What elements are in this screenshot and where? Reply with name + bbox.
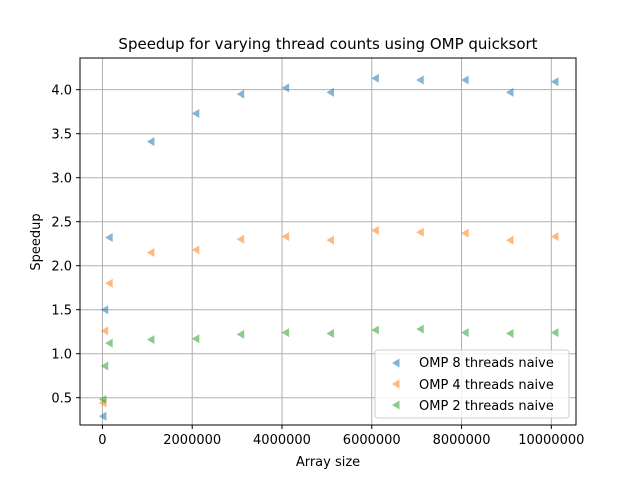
legend-marker bbox=[392, 400, 400, 410]
data-point bbox=[506, 328, 514, 338]
data-point bbox=[191, 108, 200, 118]
data-point bbox=[326, 328, 334, 338]
grid-lines bbox=[80, 58, 576, 425]
data-point bbox=[416, 75, 424, 85]
x-axis-label: Array size bbox=[296, 455, 360, 470]
data-point bbox=[146, 137, 155, 147]
y-tick-label: 1.5 bbox=[51, 304, 72, 319]
legend-label-2-threads: OMP 2 threads naive bbox=[419, 399, 554, 414]
x-tick-label: 2000000 bbox=[163, 433, 221, 448]
legend-label-4-threads: OMP 4 threads naive bbox=[419, 378, 554, 393]
legend-markers bbox=[392, 358, 400, 410]
data-point bbox=[105, 278, 113, 288]
data-point bbox=[326, 235, 334, 245]
y-axis-label: Speedup bbox=[29, 213, 44, 270]
data-point bbox=[105, 338, 113, 348]
data-point bbox=[371, 73, 379, 83]
data-point bbox=[105, 233, 113, 243]
data-point bbox=[100, 305, 109, 315]
data-point bbox=[98, 394, 107, 404]
data-point bbox=[100, 326, 109, 336]
legend-marker bbox=[392, 379, 400, 389]
data-point bbox=[191, 245, 200, 255]
data-point bbox=[281, 328, 290, 338]
data-point bbox=[281, 232, 290, 242]
legend-box bbox=[374, 349, 570, 419]
y-tick-label: 0.5 bbox=[51, 392, 72, 407]
data-point bbox=[461, 75, 469, 85]
plot-frame bbox=[79, 57, 577, 426]
data-point bbox=[371, 225, 379, 235]
data-point bbox=[506, 235, 514, 245]
data-point bbox=[326, 87, 334, 97]
data-point bbox=[146, 248, 155, 258]
data-point bbox=[191, 334, 200, 344]
data-point bbox=[236, 234, 245, 244]
x-tick-label: 10000000 bbox=[518, 433, 584, 448]
data-point bbox=[550, 232, 559, 242]
y-tick-label: 3.5 bbox=[51, 128, 72, 143]
data-point bbox=[461, 228, 469, 238]
data-point bbox=[461, 328, 469, 338]
data-point bbox=[236, 329, 245, 339]
data-point bbox=[371, 325, 379, 335]
x-tick-label: 4000000 bbox=[253, 433, 311, 448]
data-point bbox=[146, 335, 155, 345]
legend-label-8-threads: OMP 8 threads naive bbox=[419, 356, 554, 371]
x-tick-label: 8000000 bbox=[433, 433, 491, 448]
y-tick-label: 4.0 bbox=[51, 84, 72, 99]
data-point bbox=[550, 77, 559, 87]
data-point bbox=[98, 411, 107, 421]
x-tick-label: 0 bbox=[98, 433, 106, 448]
data-points bbox=[98, 73, 559, 421]
data-point bbox=[506, 87, 514, 97]
data-point bbox=[550, 328, 559, 338]
data-point bbox=[416, 324, 424, 334]
y-tick-label: 3.0 bbox=[51, 172, 72, 187]
legend-marker bbox=[392, 358, 400, 368]
data-point bbox=[236, 89, 245, 99]
y-tick-label: 2.5 bbox=[51, 216, 72, 231]
y-tick-label: 2.0 bbox=[51, 260, 72, 275]
data-point bbox=[416, 227, 424, 237]
y-tick-label: 1.0 bbox=[51, 348, 72, 363]
data-point bbox=[100, 361, 109, 371]
data-point bbox=[281, 83, 290, 93]
legend: OMP 8 threads naive OMP 4 threads naive … bbox=[374, 349, 570, 419]
axis-ticks: 0 2000000 4000000 6000000 8000000 10000000 0.5… bbox=[51, 84, 584, 448]
chart-title: Speedup for varying thread counts using … bbox=[118, 35, 537, 53]
x-tick-label: 6000000 bbox=[343, 433, 401, 448]
